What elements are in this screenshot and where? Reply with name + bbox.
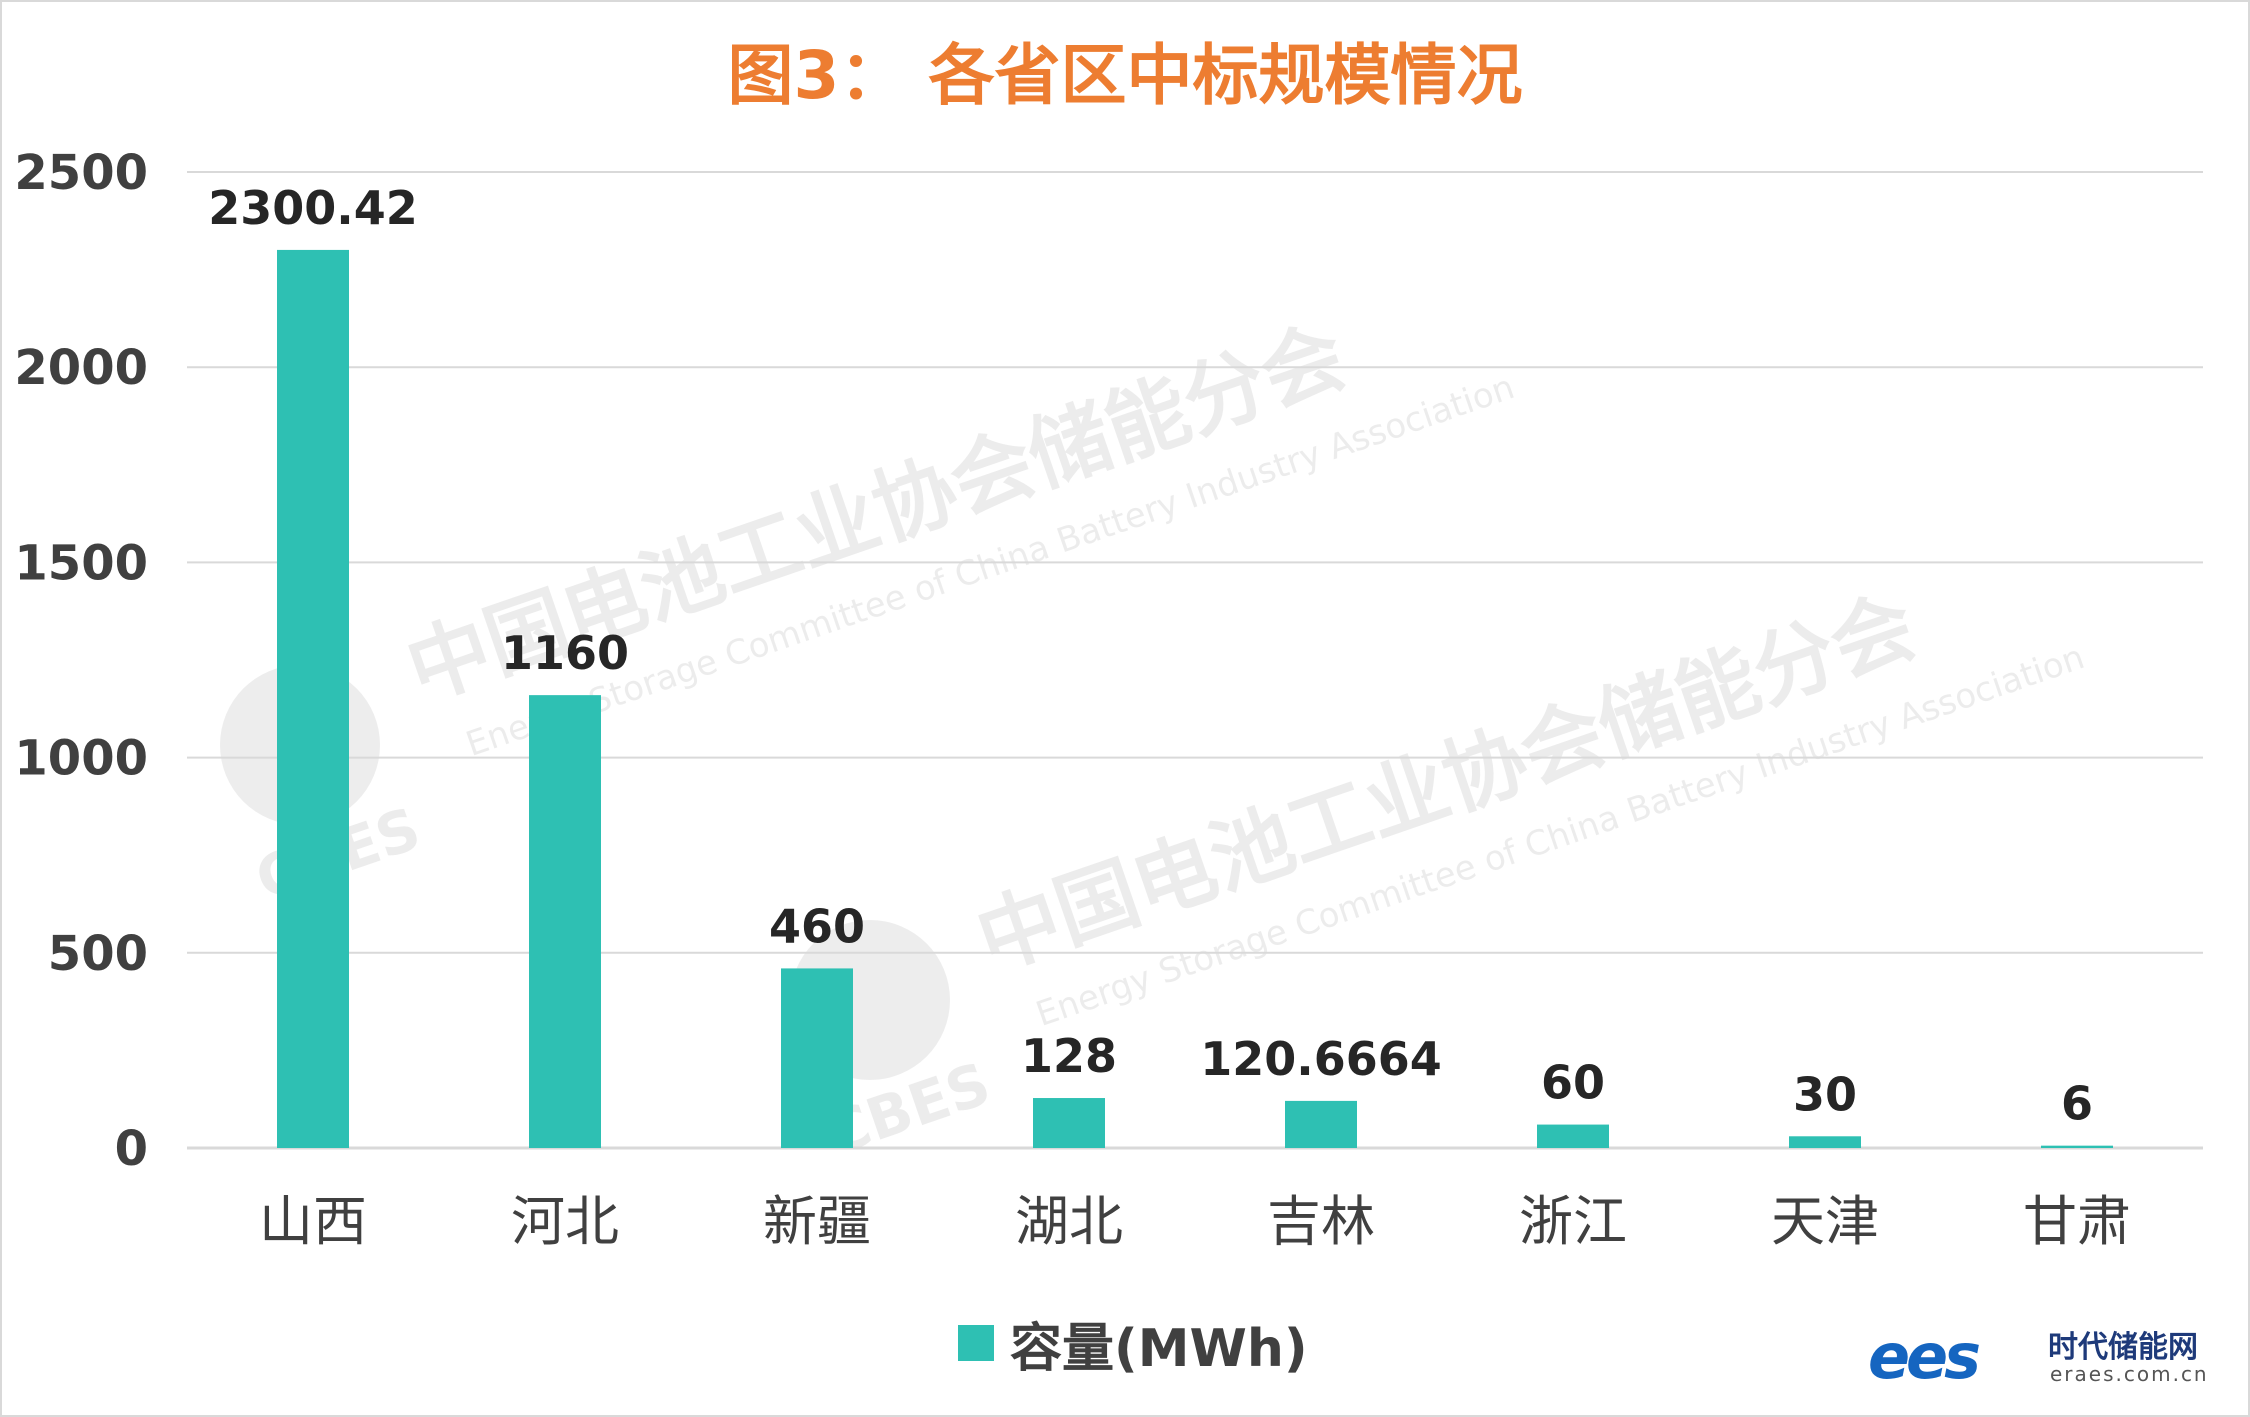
bar <box>2041 1145 2113 1148</box>
data-label: 120.6664 <box>1200 1032 1442 1086</box>
x-tick-label: 吉林 <box>1267 1190 1375 1253</box>
legend: 容量(MWh) <box>958 1308 1308 1379</box>
watermark-2: 中国电池工业协会储能分会 Energy Storage Committee of… <box>966 579 2090 1035</box>
logo: ees 时代储能网 eraes.com.cn <box>1868 1318 2218 1393</box>
data-labels: 2300.42 1160 460 128 120.6664 60 30 6 <box>208 181 2093 1131</box>
x-axis-ticks: 山西 河北 新疆 湖北 吉林 浙江 天津 甘肃 <box>259 1190 2131 1253</box>
data-label: 6 <box>2061 1077 2093 1131</box>
x-tick-label: 山西 <box>259 1190 367 1253</box>
x-tick-label: 浙江 <box>1519 1190 1627 1253</box>
logo-name: 时代储能网 <box>2048 1330 2198 1365</box>
data-label: 460 <box>769 899 865 953</box>
data-label: 2300.42 <box>208 181 418 235</box>
y-tick-label: 2000 <box>14 340 148 396</box>
bar-series <box>277 249 2113 1149</box>
y-tick-label: 500 <box>48 926 148 982</box>
chart-title: 图3： 各省区中标规模情况 <box>727 37 1523 114</box>
y-axis-ticks: 0 500 1000 1500 2000 2500 <box>14 145 148 1177</box>
y-tick-label: 0 <box>115 1121 148 1177</box>
bar <box>1285 1100 1357 1148</box>
x-tick-label: 湖北 <box>1015 1190 1123 1253</box>
watermark-org-cn-2: 中国电池工业协会储能分会 <box>966 579 1927 989</box>
legend-swatch <box>958 1325 994 1361</box>
y-tick-label: 1000 <box>14 731 148 787</box>
y-tick-label: 1500 <box>14 535 148 591</box>
watermark-layer: 中国电池工业协会储能分会 Energy Storage Committee of… <box>220 309 2090 1168</box>
x-tick-label: 新疆 <box>763 1190 871 1253</box>
logo-site: eraes.com.cn <box>2050 1362 2209 1386</box>
data-label: 30 <box>1793 1067 1857 1121</box>
x-tick-label: 河北 <box>511 1190 619 1253</box>
data-label: 1160 <box>501 626 629 680</box>
x-tick-label: 甘肃 <box>2023 1190 2131 1253</box>
bar <box>529 695 601 1148</box>
bar <box>781 968 853 1148</box>
bar <box>1033 1098 1105 1148</box>
gridlines <box>187 171 2203 1150</box>
bar <box>277 249 349 1149</box>
x-tick-label: 天津 <box>1771 1190 1879 1253</box>
logo-mark: ees <box>1868 1320 1981 1393</box>
legend-label: 容量(MWh) <box>1010 1318 1308 1379</box>
data-label: 60 <box>1541 1056 1605 1110</box>
data-label: 128 <box>1021 1029 1117 1083</box>
bar <box>1537 1124 1609 1148</box>
bar <box>1789 1136 1861 1148</box>
y-tick-label: 2500 <box>14 145 148 201</box>
